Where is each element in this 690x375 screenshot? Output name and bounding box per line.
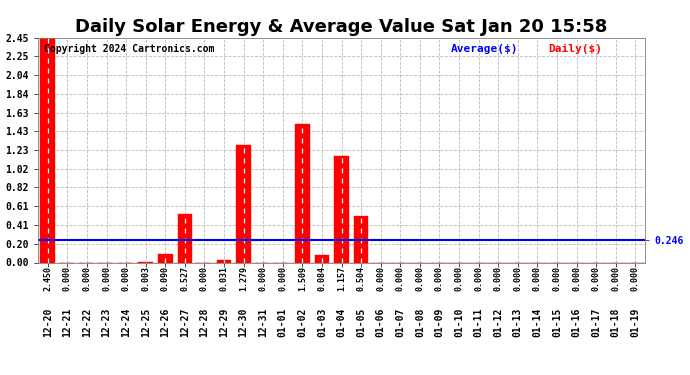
Text: 12-20: 12-20 (43, 308, 52, 337)
Title: Daily Solar Energy & Average Value Sat Jan 20 15:58: Daily Solar Energy & Average Value Sat J… (75, 18, 608, 36)
Text: 12-31: 12-31 (258, 308, 268, 337)
Text: 01-07: 01-07 (395, 308, 405, 337)
Text: 1.157: 1.157 (337, 266, 346, 291)
Text: 0.000: 0.000 (592, 266, 601, 291)
Text: 01-12: 01-12 (493, 308, 503, 337)
Bar (217, 260, 231, 262)
Text: 1.509: 1.509 (298, 266, 307, 291)
Bar (354, 216, 368, 262)
Text: 0.504: 0.504 (357, 266, 366, 291)
Text: 12-28: 12-28 (199, 308, 210, 337)
Bar (295, 124, 310, 262)
Text: 0.000: 0.000 (553, 266, 562, 291)
Text: 0.000: 0.000 (82, 266, 91, 291)
Text: 0.000: 0.000 (121, 266, 130, 291)
Text: 12-21: 12-21 (62, 308, 72, 337)
Text: 0.000: 0.000 (533, 266, 542, 291)
Text: 01-08: 01-08 (415, 308, 425, 337)
Text: 2.450: 2.450 (43, 266, 52, 291)
Text: 01-10: 01-10 (454, 308, 464, 337)
Bar (236, 145, 251, 262)
Text: 01-13: 01-13 (513, 308, 523, 337)
Text: 12-29: 12-29 (219, 308, 229, 337)
Text: 0.000: 0.000 (278, 266, 287, 291)
Text: 01-04: 01-04 (337, 308, 346, 337)
Text: 12-23: 12-23 (101, 308, 112, 337)
Text: 01-18: 01-18 (611, 308, 621, 337)
Text: 12-27: 12-27 (180, 308, 190, 337)
Text: 0.000: 0.000 (513, 266, 522, 291)
Text: 01-09: 01-09 (435, 308, 444, 337)
Text: 1.279: 1.279 (239, 266, 248, 291)
Text: 0.090: 0.090 (161, 266, 170, 291)
Text: 12-22: 12-22 (82, 308, 92, 337)
Bar (315, 255, 329, 262)
Text: 0.000: 0.000 (63, 266, 72, 291)
Text: 0.000: 0.000 (200, 266, 209, 291)
Text: 0.527: 0.527 (180, 266, 189, 291)
Bar (41, 38, 55, 262)
Text: 01-01: 01-01 (278, 308, 288, 337)
Text: 01-02: 01-02 (297, 308, 307, 337)
Text: 01-17: 01-17 (591, 308, 601, 337)
Text: 12-24: 12-24 (121, 308, 131, 337)
Text: 12-30: 12-30 (239, 308, 248, 337)
Text: 0.000: 0.000 (396, 266, 405, 291)
Text: Copyright 2024 Cartronics.com: Copyright 2024 Cartronics.com (44, 44, 215, 54)
Text: 0.000: 0.000 (572, 266, 581, 291)
Text: 0.000: 0.000 (376, 266, 385, 291)
Text: 0.000: 0.000 (435, 266, 444, 291)
Text: 0.000: 0.000 (494, 266, 503, 291)
Text: 0.031: 0.031 (219, 266, 228, 291)
Text: Daily($): Daily($) (548, 44, 602, 54)
Text: 01-06: 01-06 (376, 308, 386, 337)
Text: 0.000: 0.000 (259, 266, 268, 291)
Text: 01-11: 01-11 (473, 308, 484, 337)
Text: 12-25: 12-25 (141, 308, 150, 337)
Text: 01-05: 01-05 (356, 308, 366, 337)
Text: 0.000: 0.000 (631, 266, 640, 291)
Text: 0.000: 0.000 (455, 266, 464, 291)
Text: 01-16: 01-16 (571, 308, 582, 337)
Text: 0.000: 0.000 (611, 266, 620, 291)
Text: 0.084: 0.084 (317, 266, 326, 291)
Text: 01-19: 01-19 (631, 308, 640, 337)
Bar (334, 156, 349, 262)
Text: 01-14: 01-14 (533, 308, 542, 337)
Bar (177, 214, 193, 262)
Text: 01-03: 01-03 (317, 308, 327, 337)
Bar (158, 254, 172, 262)
Text: 12-26: 12-26 (160, 308, 170, 337)
Text: 0.000: 0.000 (474, 266, 483, 291)
Text: 01-15: 01-15 (552, 308, 562, 337)
Text: 0.003: 0.003 (141, 266, 150, 291)
Text: 0.000: 0.000 (415, 266, 424, 291)
Text: 0.000: 0.000 (102, 266, 111, 291)
Text: Average($): Average($) (451, 44, 518, 54)
